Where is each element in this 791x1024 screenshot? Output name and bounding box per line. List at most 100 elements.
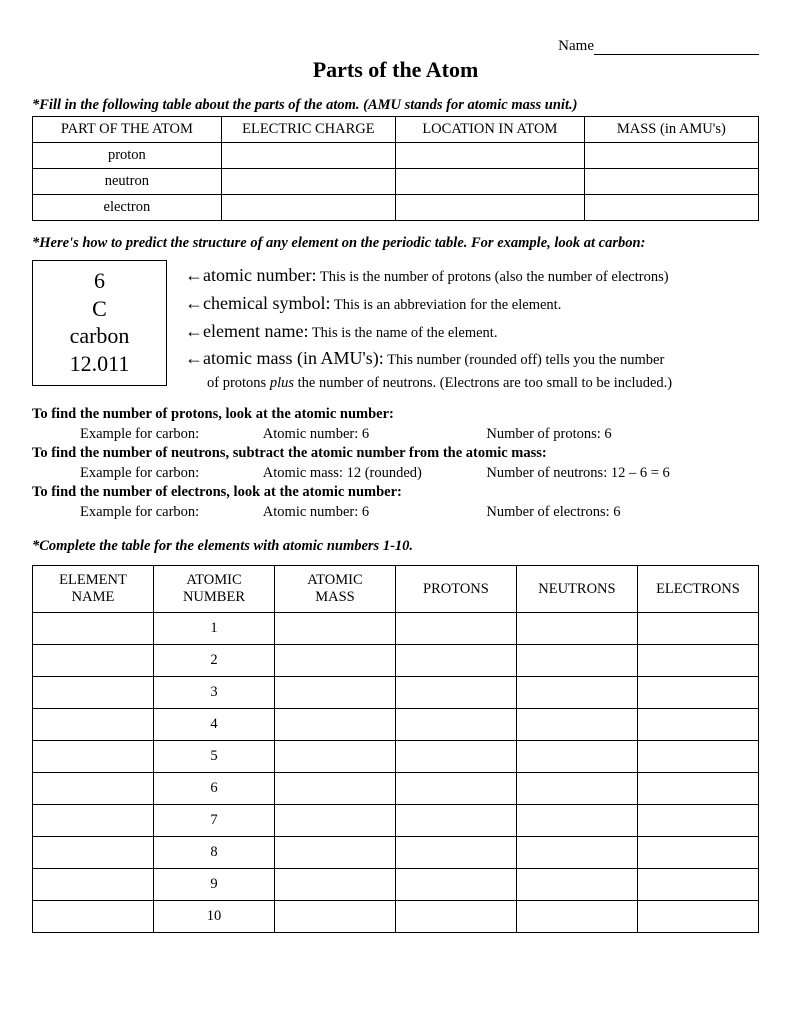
cell-blank[interactable] bbox=[274, 868, 395, 900]
cell-blank[interactable] bbox=[395, 868, 516, 900]
cell-blank[interactable] bbox=[274, 740, 395, 772]
cell-blank[interactable] bbox=[516, 772, 637, 804]
cell-blank[interactable] bbox=[516, 644, 637, 676]
parts-table: PART OF THE ATOM ELECTRIC CHARGE LOCATIO… bbox=[32, 116, 759, 221]
table-row: 10 bbox=[33, 900, 759, 932]
th-atomic-number: ATOMICNUMBER bbox=[153, 566, 274, 612]
cell-blank[interactable] bbox=[637, 900, 758, 932]
cell-blank[interactable] bbox=[395, 195, 584, 221]
cell-blank[interactable] bbox=[33, 836, 154, 868]
table-row: proton bbox=[33, 143, 759, 169]
def-desc: This is an abbreviation for the element. bbox=[330, 297, 561, 313]
how-to-find: To find the number of protons, look at t… bbox=[32, 405, 759, 522]
cell-blank[interactable] bbox=[395, 169, 584, 195]
cell-blank[interactable] bbox=[395, 740, 516, 772]
cell-blank[interactable] bbox=[395, 676, 516, 708]
cell-blank[interactable] bbox=[274, 836, 395, 868]
cell-blank[interactable] bbox=[637, 708, 758, 740]
name-field-line: Name bbox=[32, 38, 759, 55]
cell-blank[interactable] bbox=[221, 169, 395, 195]
cell-blank[interactable] bbox=[584, 195, 758, 221]
cell-blank[interactable] bbox=[395, 772, 516, 804]
cell-blank[interactable] bbox=[33, 868, 154, 900]
find-electrons-heading: To find the number of electrons, look at… bbox=[32, 483, 759, 503]
cell-blank[interactable] bbox=[395, 900, 516, 932]
arrow-left-icon: ← bbox=[185, 348, 203, 368]
name-label: Name bbox=[558, 38, 594, 54]
cell-atomic-number: 5 bbox=[153, 740, 274, 772]
def-term: atomic mass (in AMU's): bbox=[203, 348, 384, 368]
th-line1: ATOMIC bbox=[307, 572, 362, 588]
ex-mid: Atomic mass: 12 (rounded) bbox=[263, 464, 483, 484]
cell-blank[interactable] bbox=[637, 804, 758, 836]
cell-blank[interactable] bbox=[395, 143, 584, 169]
cell-blank[interactable] bbox=[33, 644, 154, 676]
definitions: ←atomic number: This is the number of pr… bbox=[185, 260, 759, 395]
cell-blank[interactable] bbox=[33, 900, 154, 932]
arrow-left-icon: ← bbox=[185, 293, 203, 313]
cell-blank[interactable] bbox=[584, 169, 758, 195]
th-line1: ELEMENT bbox=[59, 572, 127, 588]
th-line2: NUMBER bbox=[183, 589, 245, 605]
cell-atomic-number: 3 bbox=[153, 676, 274, 708]
cell-blank[interactable] bbox=[33, 612, 154, 644]
cell-blank[interactable] bbox=[516, 804, 637, 836]
cell-blank[interactable] bbox=[274, 772, 395, 804]
cell-blank[interactable] bbox=[516, 612, 637, 644]
cell-blank[interactable] bbox=[395, 612, 516, 644]
cell-blank[interactable] bbox=[637, 868, 758, 900]
cell-blank[interactable] bbox=[33, 708, 154, 740]
cell-blank[interactable] bbox=[33, 676, 154, 708]
cell-blank[interactable] bbox=[395, 708, 516, 740]
ex-right: Number of neutrons: 12 – 6 = 6 bbox=[486, 464, 669, 484]
cell-blank[interactable] bbox=[33, 772, 154, 804]
th-charge: ELECTRIC CHARGE bbox=[221, 117, 395, 143]
cell-part: electron bbox=[33, 195, 222, 221]
cell-blank[interactable] bbox=[516, 740, 637, 772]
cell-blank[interactable] bbox=[395, 644, 516, 676]
page-title: Parts of the Atom bbox=[32, 57, 759, 83]
cell-blank[interactable] bbox=[516, 868, 637, 900]
cell-blank[interactable] bbox=[584, 143, 758, 169]
table-row: 5 bbox=[33, 740, 759, 772]
instruction-1: *Fill in the following table about the p… bbox=[32, 97, 759, 114]
cell-blank[interactable] bbox=[516, 708, 637, 740]
table-row: 9 bbox=[33, 868, 759, 900]
cell-blank[interactable] bbox=[274, 676, 395, 708]
find-neutrons-example: Example for carbon: Atomic mass: 12 (rou… bbox=[32, 464, 759, 484]
cell-blank[interactable] bbox=[395, 836, 516, 868]
tile-symbol: C bbox=[37, 295, 162, 323]
th-neutrons: NEUTRONS bbox=[516, 566, 637, 612]
cell-blank[interactable] bbox=[637, 836, 758, 868]
cell-blank[interactable] bbox=[516, 676, 637, 708]
def-term: element name: bbox=[203, 321, 308, 341]
cell-blank[interactable] bbox=[516, 900, 637, 932]
cell-blank[interactable] bbox=[33, 740, 154, 772]
th-location: LOCATION IN ATOM bbox=[395, 117, 584, 143]
cell-blank[interactable] bbox=[637, 740, 758, 772]
instruction-carbon: *Here's how to predict the structure of … bbox=[32, 235, 759, 252]
table-row: 8 bbox=[33, 836, 759, 868]
cell-blank[interactable] bbox=[33, 804, 154, 836]
name-underline[interactable] bbox=[594, 54, 759, 55]
cell-blank[interactable] bbox=[637, 676, 758, 708]
cell-blank[interactable] bbox=[221, 195, 395, 221]
def-plus: plus bbox=[270, 375, 294, 391]
cell-blank[interactable] bbox=[395, 804, 516, 836]
cell-blank[interactable] bbox=[274, 708, 395, 740]
cell-blank[interactable] bbox=[637, 612, 758, 644]
find-protons-example: Example for carbon: Atomic number: 6 Num… bbox=[32, 425, 759, 445]
cell-blank[interactable] bbox=[516, 836, 637, 868]
cell-blank[interactable] bbox=[274, 644, 395, 676]
th-electrons: ELECTRONS bbox=[637, 566, 758, 612]
ex-mid: Atomic number: 6 bbox=[263, 425, 483, 445]
ex-label: Example for carbon: bbox=[32, 503, 199, 523]
cell-part: proton bbox=[33, 143, 222, 169]
cell-blank[interactable] bbox=[274, 804, 395, 836]
cell-blank[interactable] bbox=[637, 772, 758, 804]
cell-blank[interactable] bbox=[274, 612, 395, 644]
cell-blank[interactable] bbox=[637, 644, 758, 676]
cell-atomic-number: 1 bbox=[153, 612, 274, 644]
cell-blank[interactable] bbox=[221, 143, 395, 169]
cell-blank[interactable] bbox=[274, 900, 395, 932]
